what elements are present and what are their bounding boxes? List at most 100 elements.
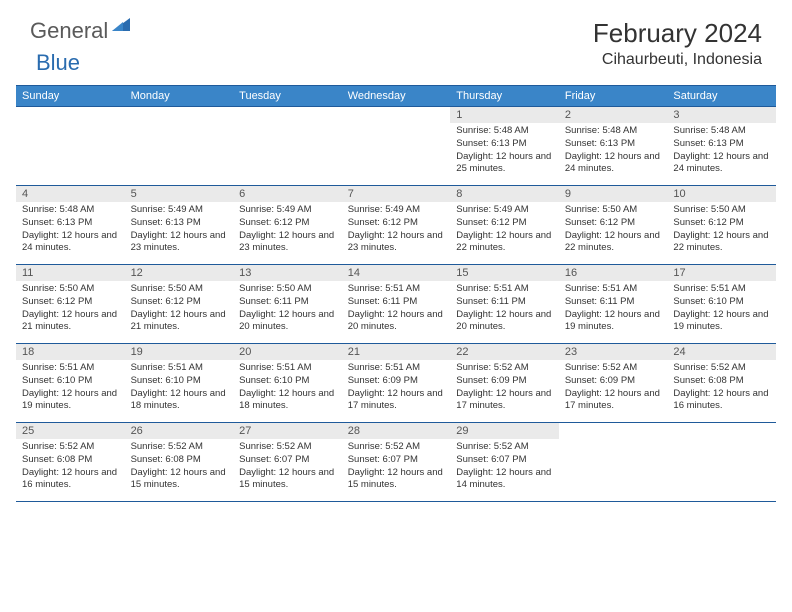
day-number: 14 <box>342 265 451 281</box>
day-cell <box>233 107 342 185</box>
day-info: Sunrise: 5:49 AMSunset: 6:12 PMDaylight:… <box>450 202 559 259</box>
day-cell: 11Sunrise: 5:50 AMSunset: 6:12 PMDayligh… <box>16 265 125 343</box>
day-number: 10 <box>667 186 776 202</box>
day-header: Wednesday <box>342 86 451 106</box>
day-header: Saturday <box>667 86 776 106</box>
day-cell: 1Sunrise: 5:48 AMSunset: 6:13 PMDaylight… <box>450 107 559 185</box>
day-info: Sunrise: 5:50 AMSunset: 6:12 PMDaylight:… <box>125 281 234 338</box>
day-info: Sunrise: 5:50 AMSunset: 6:12 PMDaylight:… <box>16 281 125 338</box>
day-number: 11 <box>16 265 125 281</box>
day-info: Sunrise: 5:51 AMSunset: 6:11 PMDaylight:… <box>450 281 559 338</box>
empty-day <box>125 107 234 123</box>
day-number: 4 <box>16 186 125 202</box>
day-number: 18 <box>16 344 125 360</box>
day-cell: 6Sunrise: 5:49 AMSunset: 6:12 PMDaylight… <box>233 186 342 264</box>
day-cell: 12Sunrise: 5:50 AMSunset: 6:12 PMDayligh… <box>125 265 234 343</box>
day-header: Tuesday <box>233 86 342 106</box>
day-cell: 10Sunrise: 5:50 AMSunset: 6:12 PMDayligh… <box>667 186 776 264</box>
day-info: Sunrise: 5:49 AMSunset: 6:12 PMDaylight:… <box>342 202 451 259</box>
day-number: 15 <box>450 265 559 281</box>
day-cell: 19Sunrise: 5:51 AMSunset: 6:10 PMDayligh… <box>125 344 234 422</box>
day-cell: 8Sunrise: 5:49 AMSunset: 6:12 PMDaylight… <box>450 186 559 264</box>
day-cell: 16Sunrise: 5:51 AMSunset: 6:11 PMDayligh… <box>559 265 668 343</box>
day-cell: 23Sunrise: 5:52 AMSunset: 6:09 PMDayligh… <box>559 344 668 422</box>
day-number: 13 <box>233 265 342 281</box>
day-info: Sunrise: 5:52 AMSunset: 6:07 PMDaylight:… <box>450 439 559 496</box>
day-number: 25 <box>16 423 125 439</box>
day-cell: 4Sunrise: 5:48 AMSunset: 6:13 PMDaylight… <box>16 186 125 264</box>
day-cell: 2Sunrise: 5:48 AMSunset: 6:13 PMDaylight… <box>559 107 668 185</box>
day-info: Sunrise: 5:48 AMSunset: 6:13 PMDaylight:… <box>16 202 125 259</box>
day-number: 27 <box>233 423 342 439</box>
day-cell: 25Sunrise: 5:52 AMSunset: 6:08 PMDayligh… <box>16 423 125 501</box>
day-cell: 7Sunrise: 5:49 AMSunset: 6:12 PMDaylight… <box>342 186 451 264</box>
day-number: 21 <box>342 344 451 360</box>
day-info: Sunrise: 5:52 AMSunset: 6:07 PMDaylight:… <box>233 439 342 496</box>
day-number: 23 <box>559 344 668 360</box>
day-number: 6 <box>233 186 342 202</box>
day-number: 5 <box>125 186 234 202</box>
day-cell: 13Sunrise: 5:50 AMSunset: 6:11 PMDayligh… <box>233 265 342 343</box>
day-cell: 29Sunrise: 5:52 AMSunset: 6:07 PMDayligh… <box>450 423 559 501</box>
day-info: Sunrise: 5:50 AMSunset: 6:12 PMDaylight:… <box>559 202 668 259</box>
day-number: 19 <box>125 344 234 360</box>
logo-sail-icon <box>112 16 134 39</box>
calendar-grid: SundayMondayTuesdayWednesdayThursdayFrid… <box>16 85 776 502</box>
day-number: 20 <box>233 344 342 360</box>
day-cell <box>125 107 234 185</box>
empty-day <box>667 423 776 439</box>
week-row: 1Sunrise: 5:48 AMSunset: 6:13 PMDaylight… <box>16 107 776 186</box>
day-number: 9 <box>559 186 668 202</box>
title-block: February 2024 Cihaurbeuti, Indonesia <box>593 18 762 69</box>
week-row: 11Sunrise: 5:50 AMSunset: 6:12 PMDayligh… <box>16 265 776 344</box>
day-cell: 9Sunrise: 5:50 AMSunset: 6:12 PMDaylight… <box>559 186 668 264</box>
empty-day <box>342 107 451 123</box>
day-cell: 22Sunrise: 5:52 AMSunset: 6:09 PMDayligh… <box>450 344 559 422</box>
day-cell: 5Sunrise: 5:49 AMSunset: 6:13 PMDaylight… <box>125 186 234 264</box>
day-number: 29 <box>450 423 559 439</box>
day-number: 8 <box>450 186 559 202</box>
day-number: 17 <box>667 265 776 281</box>
day-cell: 15Sunrise: 5:51 AMSunset: 6:11 PMDayligh… <box>450 265 559 343</box>
day-cell <box>559 423 668 501</box>
day-cell: 17Sunrise: 5:51 AMSunset: 6:10 PMDayligh… <box>667 265 776 343</box>
day-cell: 3Sunrise: 5:48 AMSunset: 6:13 PMDaylight… <box>667 107 776 185</box>
day-info: Sunrise: 5:51 AMSunset: 6:10 PMDaylight:… <box>125 360 234 417</box>
day-header: Monday <box>125 86 234 106</box>
day-number: 3 <box>667 107 776 123</box>
day-info: Sunrise: 5:52 AMSunset: 6:07 PMDaylight:… <box>342 439 451 496</box>
day-info: Sunrise: 5:49 AMSunset: 6:12 PMDaylight:… <box>233 202 342 259</box>
week-row: 4Sunrise: 5:48 AMSunset: 6:13 PMDaylight… <box>16 186 776 265</box>
day-cell <box>667 423 776 501</box>
day-info: Sunrise: 5:51 AMSunset: 6:10 PMDaylight:… <box>233 360 342 417</box>
day-info: Sunrise: 5:52 AMSunset: 6:08 PMDaylight:… <box>667 360 776 417</box>
day-header-row: SundayMondayTuesdayWednesdayThursdayFrid… <box>16 86 776 107</box>
day-info: Sunrise: 5:52 AMSunset: 6:08 PMDaylight:… <box>125 439 234 496</box>
month-title: February 2024 <box>593 18 762 49</box>
day-number: 16 <box>559 265 668 281</box>
week-row: 18Sunrise: 5:51 AMSunset: 6:10 PMDayligh… <box>16 344 776 423</box>
page-header: General February 2024 Cihaurbeuti, Indon… <box>0 0 792 77</box>
week-row: 25Sunrise: 5:52 AMSunset: 6:08 PMDayligh… <box>16 423 776 502</box>
day-info: Sunrise: 5:51 AMSunset: 6:11 PMDaylight:… <box>559 281 668 338</box>
day-info: Sunrise: 5:52 AMSunset: 6:08 PMDaylight:… <box>16 439 125 496</box>
day-number: 22 <box>450 344 559 360</box>
logo-text-blue: Blue <box>36 50 80 76</box>
day-header: Thursday <box>450 86 559 106</box>
day-info: Sunrise: 5:49 AMSunset: 6:13 PMDaylight:… <box>125 202 234 259</box>
day-info: Sunrise: 5:51 AMSunset: 6:09 PMDaylight:… <box>342 360 451 417</box>
day-number: 2 <box>559 107 668 123</box>
day-number: 7 <box>342 186 451 202</box>
day-cell: 14Sunrise: 5:51 AMSunset: 6:11 PMDayligh… <box>342 265 451 343</box>
day-cell: 20Sunrise: 5:51 AMSunset: 6:10 PMDayligh… <box>233 344 342 422</box>
day-info: Sunrise: 5:51 AMSunset: 6:10 PMDaylight:… <box>667 281 776 338</box>
logo-text-general: General <box>30 18 108 44</box>
day-number: 1 <box>450 107 559 123</box>
day-cell <box>342 107 451 185</box>
location-label: Cihaurbeuti, Indonesia <box>593 51 762 69</box>
day-cell: 18Sunrise: 5:51 AMSunset: 6:10 PMDayligh… <box>16 344 125 422</box>
day-info: Sunrise: 5:52 AMSunset: 6:09 PMDaylight:… <box>559 360 668 417</box>
empty-day <box>233 107 342 123</box>
day-number: 26 <box>125 423 234 439</box>
day-cell: 27Sunrise: 5:52 AMSunset: 6:07 PMDayligh… <box>233 423 342 501</box>
